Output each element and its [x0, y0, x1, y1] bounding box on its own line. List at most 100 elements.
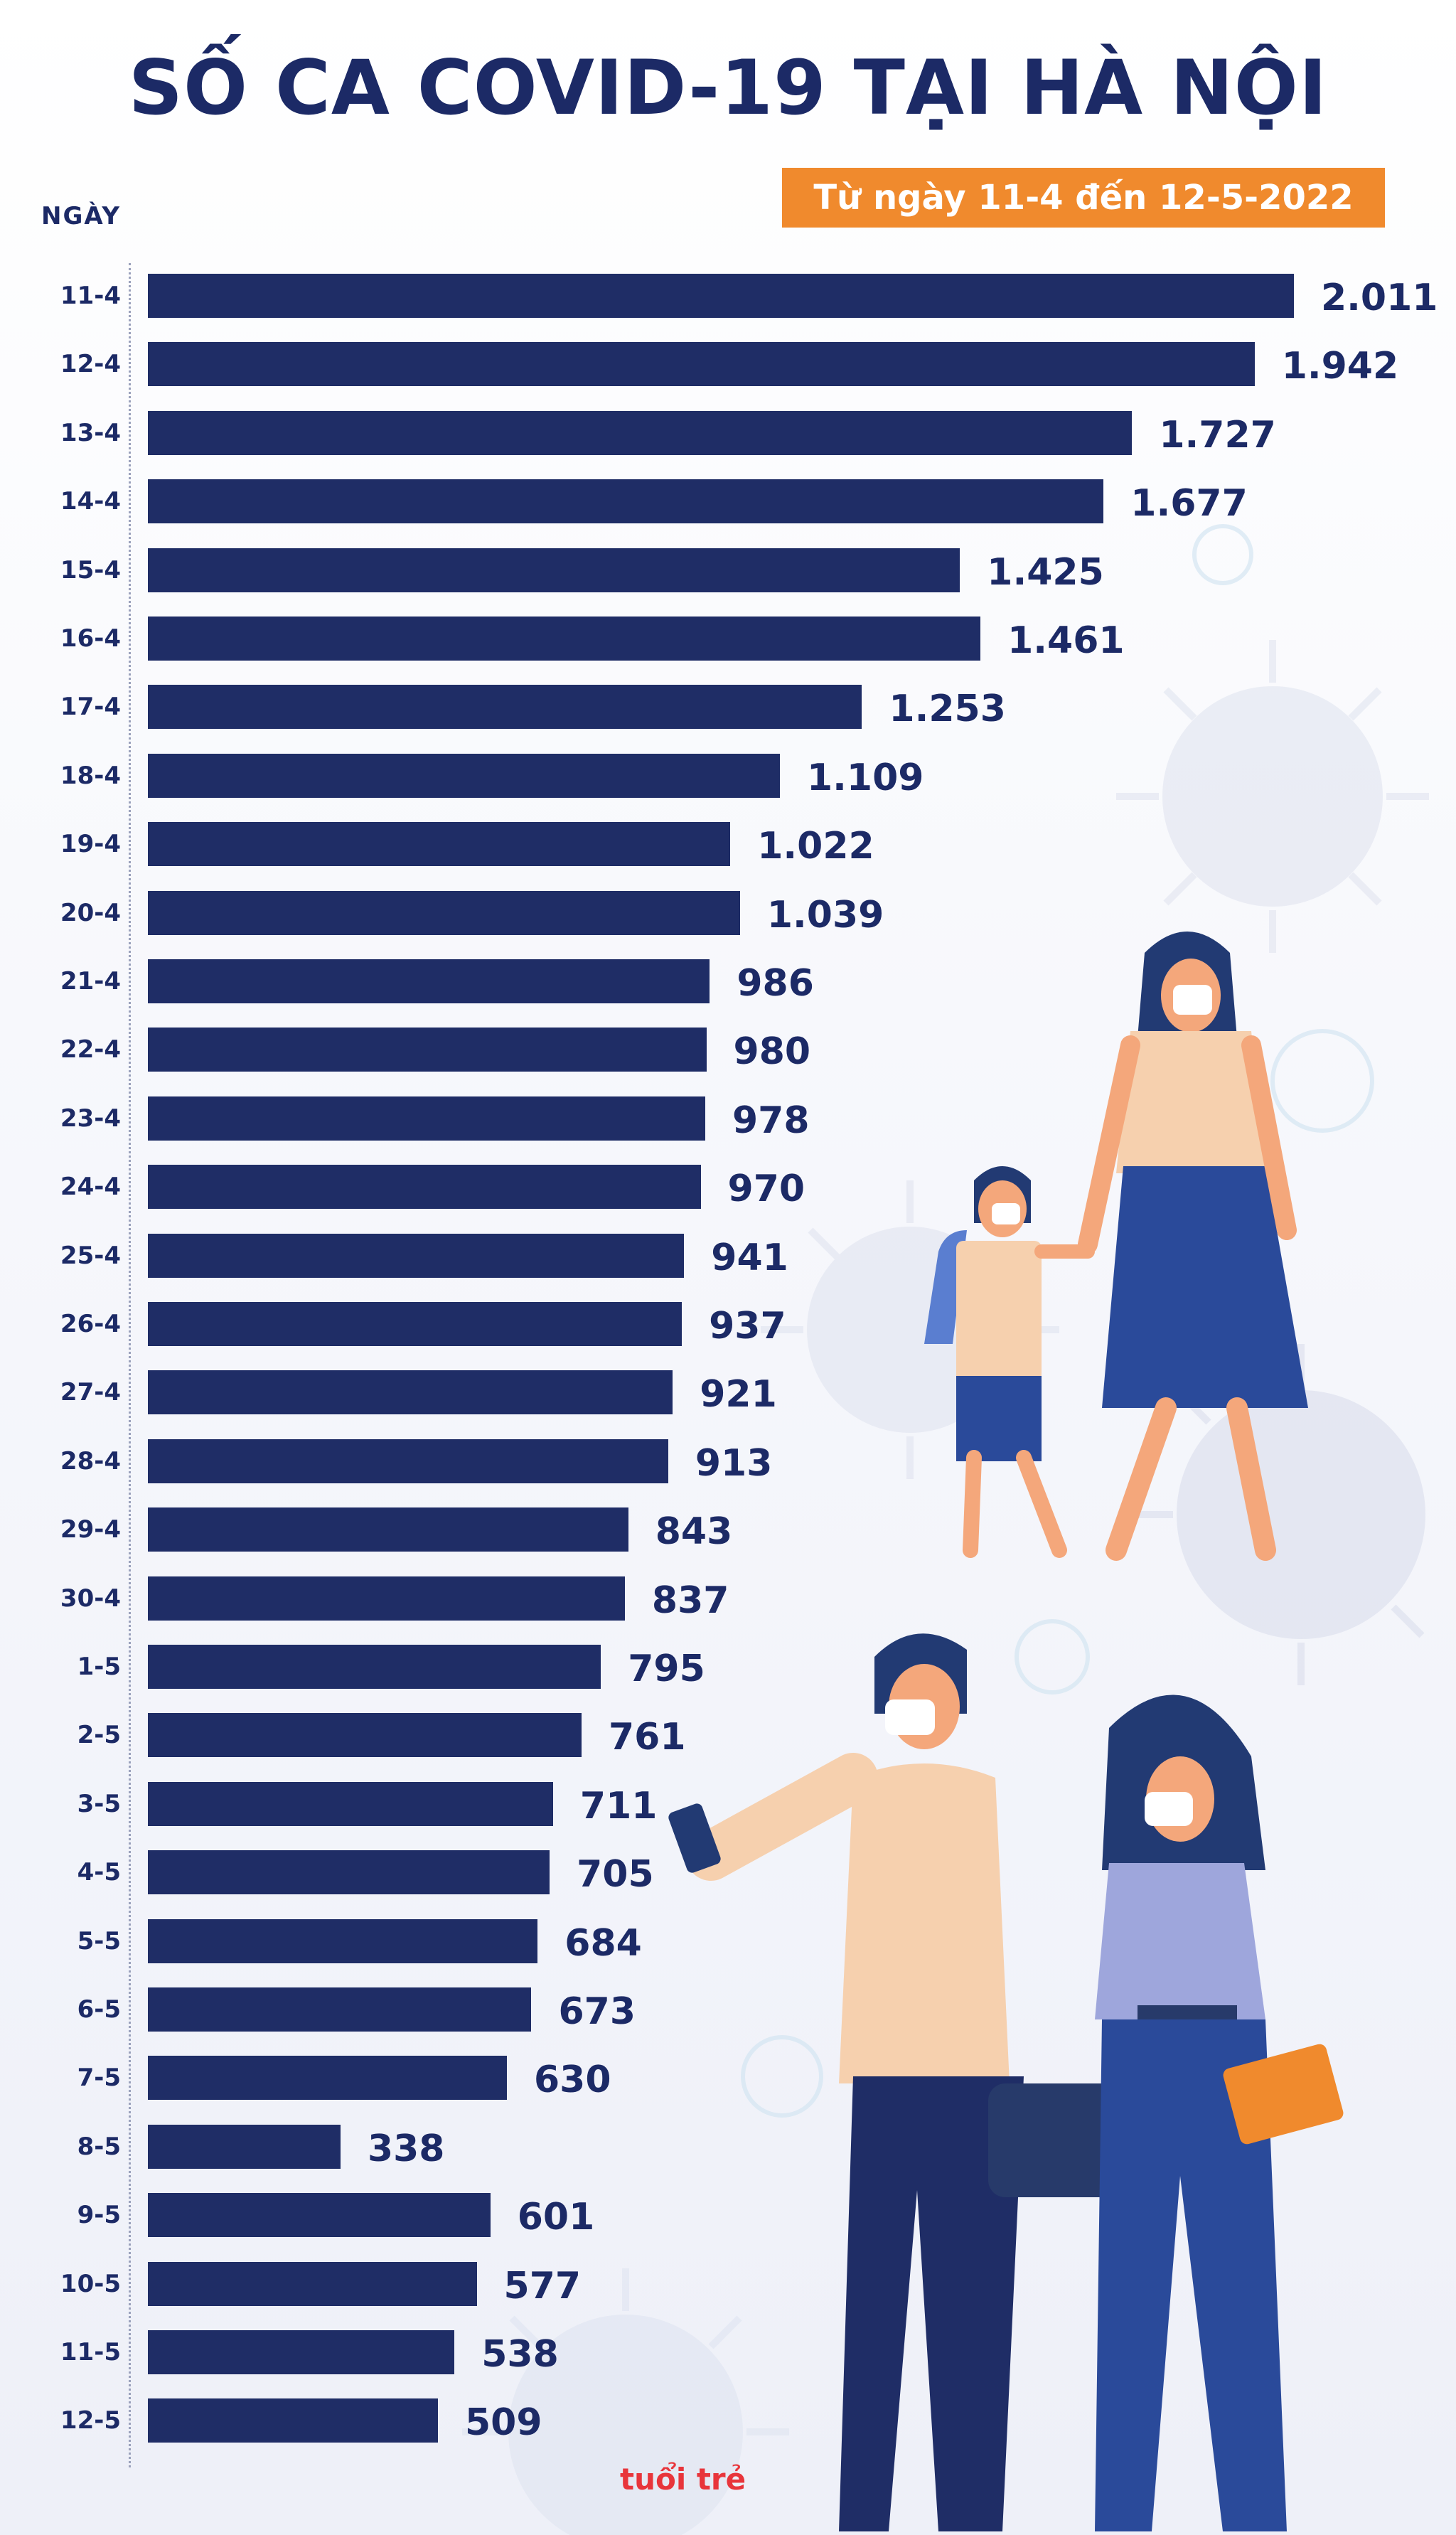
data-label: 711 — [579, 1784, 658, 1827]
y-axis-title: NGÀY — [41, 202, 122, 230]
category-label: 26-4 — [60, 1310, 121, 1338]
bar — [148, 753, 780, 798]
date-range-badge: Từ ngày 11-4 đến 12-5-2022 — [782, 168, 1385, 228]
data-label: 1.461 — [1007, 619, 1125, 662]
data-label: 673 — [558, 1990, 636, 2033]
data-label: 2.011 — [1321, 277, 1438, 319]
virus-icon — [741, 524, 1374, 2118]
category-label: 23-4 — [60, 1104, 121, 1133]
data-label: 937 — [709, 1305, 786, 1347]
bar — [148, 1645, 601, 1689]
bar — [148, 1028, 707, 1072]
category-label: 18-4 — [60, 761, 121, 790]
category-label: 28-4 — [60, 1446, 121, 1475]
bar — [148, 1576, 625, 1621]
bar — [148, 959, 710, 1003]
bar — [148, 2330, 455, 2374]
category-label: 16-4 — [60, 624, 121, 653]
data-label: 941 — [711, 1236, 788, 1279]
category-label: 25-4 — [60, 1241, 121, 1270]
data-label: 1.039 — [766, 893, 884, 936]
bar — [148, 822, 731, 867]
bar — [148, 1918, 538, 1963]
virus-icon — [1116, 640, 1429, 953]
category-label: 21-4 — [60, 967, 121, 996]
bar — [148, 1507, 628, 1552]
category-label: 8-5 — [77, 2132, 121, 2161]
category-label: 1-5 — [77, 1653, 121, 1681]
data-label: 1.022 — [757, 825, 874, 868]
bar — [148, 1987, 532, 2032]
virus-icon — [462, 2268, 789, 2535]
category-label: 13-4 — [60, 418, 121, 447]
bar — [148, 2124, 341, 2169]
data-label: 761 — [609, 1716, 686, 1759]
y-axis-line — [129, 263, 131, 2467]
data-label: 843 — [655, 1510, 733, 1554]
woman-with-child-illustration — [924, 932, 1308, 1561]
bar — [148, 2056, 507, 2101]
data-label: 538 — [481, 2333, 559, 2376]
bar — [148, 479, 1104, 524]
bar — [148, 2193, 491, 2238]
category-label: 29-4 — [60, 1515, 121, 1544]
bar — [148, 685, 862, 730]
category-label: 15-4 — [60, 555, 121, 585]
bar — [148, 1096, 705, 1141]
bar — [148, 2261, 477, 2306]
data-label: 705 — [577, 1853, 654, 1896]
bar — [148, 2398, 438, 2443]
data-label: 630 — [534, 2059, 611, 2102]
bar — [148, 1713, 582, 1758]
bar — [148, 1165, 701, 1210]
bar — [148, 890, 740, 935]
data-label: 978 — [732, 1099, 810, 1142]
category-label: 9-5 — [77, 2201, 121, 2230]
data-label: 684 — [564, 1921, 642, 1965]
data-label: 837 — [651, 1579, 729, 1622]
bar — [148, 1781, 553, 1826]
category-label: 10-5 — [60, 2269, 121, 2298]
category-label: 2-5 — [77, 1721, 121, 1750]
data-label: 980 — [733, 1030, 811, 1074]
data-label: 577 — [503, 2264, 582, 2307]
category-label: 12-5 — [60, 2406, 121, 2435]
category-label: 6-5 — [77, 1995, 121, 2024]
bar — [148, 1850, 550, 1895]
bar — [148, 1302, 682, 1346]
bar — [148, 410, 1133, 455]
category-label: 3-5 — [77, 1789, 121, 1818]
woman-with-bag-illustration — [1095, 1695, 1344, 2531]
category-label: 12-4 — [60, 350, 121, 379]
bar — [148, 1439, 668, 1483]
category-label: 4-5 — [77, 1858, 121, 1887]
data-label: 509 — [465, 2401, 542, 2445]
data-label: 986 — [737, 962, 814, 1005]
bar — [148, 617, 981, 661]
data-label: 921 — [700, 1373, 777, 1416]
bar — [148, 342, 1255, 387]
data-label: 1.253 — [889, 688, 1006, 731]
data-label: 1.677 — [1130, 482, 1248, 525]
data-label: 913 — [695, 1441, 773, 1485]
category-label: 5-5 — [77, 1926, 121, 1955]
category-label: 30-4 — [60, 1584, 121, 1613]
category-label: 11-4 — [60, 282, 121, 310]
data-label: 1.727 — [1159, 413, 1276, 457]
data-label: 1.425 — [987, 550, 1104, 594]
bar — [148, 1233, 685, 1278]
data-label: 795 — [628, 1648, 705, 1690]
category-label: 20-4 — [60, 898, 121, 927]
page-title: SỐ CA COVID-19 TẠI HÀ NỘI — [128, 44, 1328, 132]
category-label: 14-4 — [60, 487, 121, 516]
category-label: 17-4 — [60, 693, 121, 722]
category-label: 24-4 — [60, 1173, 121, 1202]
data-label: 1.942 — [1281, 345, 1399, 388]
category-label: 7-5 — [77, 2064, 121, 2093]
publisher-logo: tuổi trẻ — [620, 2462, 746, 2497]
category-label: 19-4 — [60, 830, 121, 859]
category-label: 27-4 — [60, 1378, 121, 1407]
